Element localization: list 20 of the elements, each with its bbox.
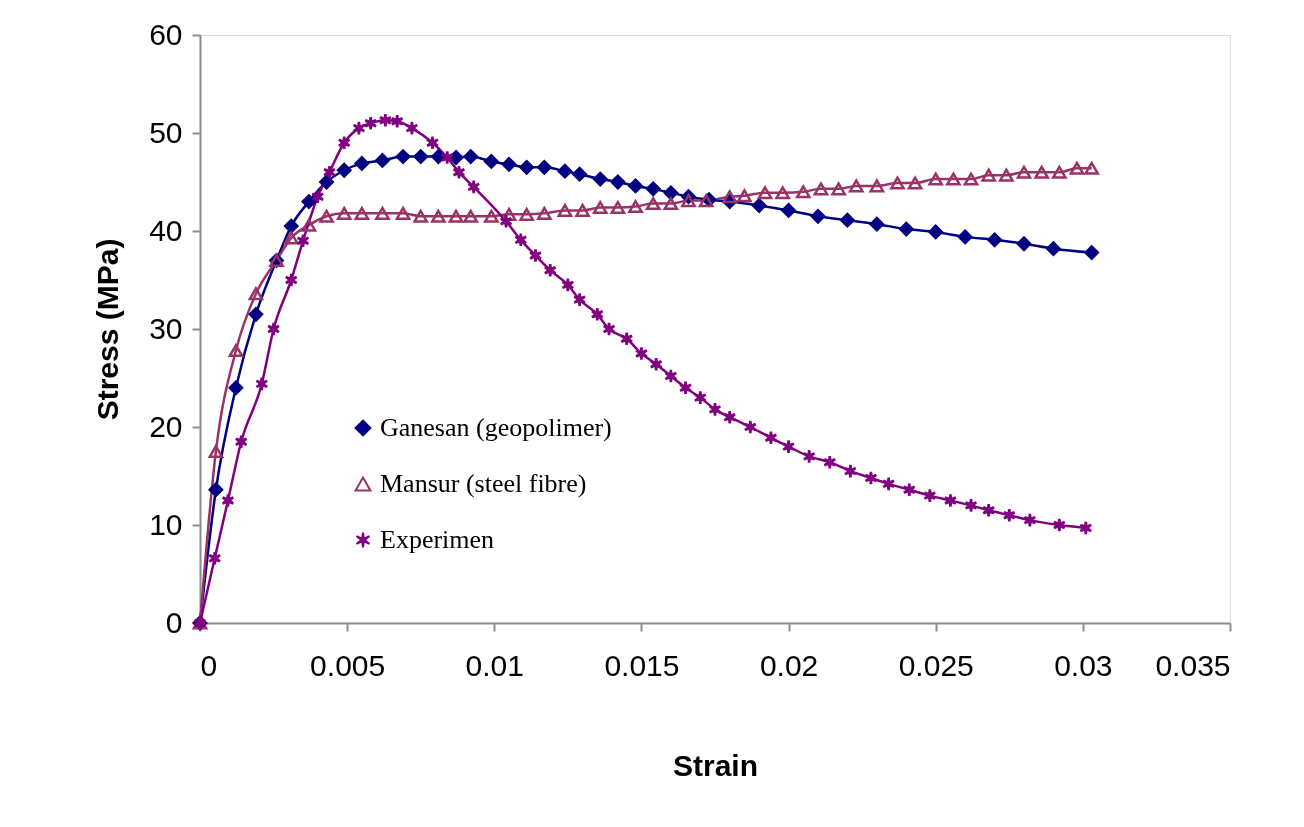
x-tick-label: 0.005: [310, 648, 386, 682]
legend-label: Ganesan (geopolimer): [380, 413, 612, 442]
y-tick-label: 50: [149, 115, 183, 149]
y-tick-label: 30: [149, 311, 183, 345]
x-tick-label: 0.02: [759, 648, 819, 682]
x-tick-label: 0.03: [1054, 648, 1113, 682]
x-tick-label: 0: [200, 648, 218, 682]
x-tick-label: 0.035: [1155, 648, 1231, 682]
y-tick-label: 60: [149, 17, 183, 51]
legend-label: Mansur (steel fibre): [380, 469, 587, 498]
y-tick-label: 40: [149, 213, 183, 247]
y-tick-label: 0: [165, 605, 183, 639]
y-tick-label: 10: [149, 507, 183, 541]
x-tick-label: 0.01: [465, 648, 524, 682]
x-axis-title: Strain: [672, 748, 759, 782]
y-tick-label: 20: [149, 409, 183, 443]
x-tick-label: 0.015: [604, 648, 680, 682]
x-tick-label: 0.025: [898, 648, 974, 682]
y-axis-title: Stress (MPa): [91, 238, 125, 421]
legend-label: Experimen: [380, 525, 495, 554]
